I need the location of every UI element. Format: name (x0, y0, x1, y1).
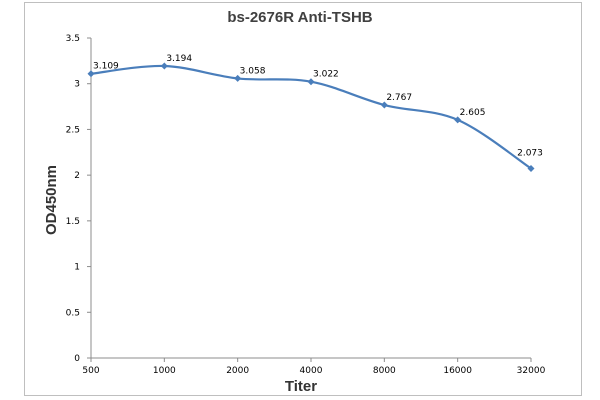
x-tick-label: 4000 (300, 366, 323, 376)
x-tick-label: 500 (82, 366, 99, 376)
data-point (527, 164, 535, 172)
x-tick-label: 2000 (226, 366, 249, 376)
x-tick-label: 8000 (373, 366, 396, 376)
data-label: 3.109 (93, 62, 119, 72)
data-point (307, 78, 315, 86)
data-labels: 3.109 3.194 3.058 3.022 2.767 2.605 2.073 (93, 54, 543, 158)
y-tick-label: 2 (74, 171, 80, 181)
y-axis-title: OD450nm (43, 165, 60, 235)
data-label: 2.073 (517, 148, 543, 158)
y-tick-label: 3 (74, 80, 80, 90)
x-tick-label: 16000 (443, 366, 472, 376)
y-tick-label: 3.5 (66, 34, 80, 44)
chart-frame (24, 2, 582, 396)
data-label: 2.767 (386, 93, 412, 103)
data-point (234, 74, 242, 82)
data-point (160, 62, 168, 70)
data-label: 3.058 (240, 66, 266, 76)
series-markers (87, 62, 535, 172)
data-label: 3.194 (166, 54, 192, 64)
data-point (380, 101, 388, 109)
data-point (87, 70, 95, 78)
data-label: 3.022 (313, 70, 339, 80)
y-axis-ticks: 0 0.5 1 1.5 2 2.5 3 3.5 (66, 34, 91, 364)
data-label: 2.605 (460, 108, 486, 118)
x-tick-label: 1000 (153, 366, 176, 376)
x-axis-ticks: 500 1000 2000 4000 8000 16000 32000 (82, 358, 546, 376)
y-tick-label: 0 (74, 354, 80, 364)
y-tick-label: 2.5 (66, 125, 80, 135)
chart-title: bs-2676R Anti-TSHB (227, 9, 372, 26)
y-tick-label: 0.5 (66, 308, 80, 318)
data-point (454, 116, 462, 124)
x-tick-label: 32000 (517, 366, 546, 376)
y-tick-label: 1 (74, 263, 80, 273)
y-tick-label: 1.5 (66, 217, 80, 227)
x-axis-title: Titer (285, 378, 317, 395)
